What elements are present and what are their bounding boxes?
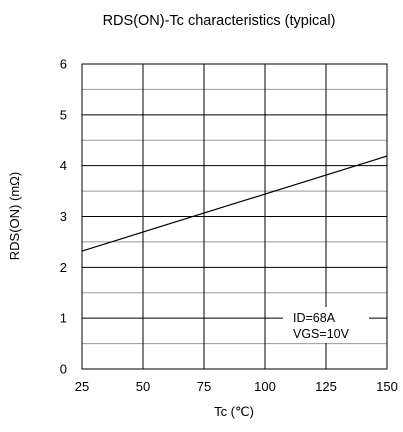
y-tick-label: 6 <box>60 57 67 72</box>
annotation-vgs: VGS=10V <box>293 327 350 341</box>
x-tick-label: 50 <box>136 379 150 394</box>
legend-box: ID=68A VGS=10V <box>283 307 369 343</box>
series-layer <box>81 155 388 252</box>
chart-title: RDS(ON)-Tc characteristics (typical) <box>103 13 336 29</box>
x-axis-label: Tc (℃) <box>214 404 254 419</box>
y-tick-label: 1 <box>60 311 67 326</box>
series-line <box>81 155 388 252</box>
annotation-id: ID=68A <box>293 311 336 325</box>
y-axis-label: RDS(ON) (mΩ) <box>7 172 22 260</box>
x-tick-label: 75 <box>197 379 211 394</box>
y-tick-label: 3 <box>60 209 67 224</box>
x-tick-label: 125 <box>315 379 337 394</box>
plot-frame <box>81 63 388 370</box>
x-tick-label: 25 <box>75 379 89 394</box>
y-tick-labels: 0 1 2 3 4 5 6 <box>60 57 67 377</box>
y-tick-label: 0 <box>60 362 67 377</box>
y-tick-label: 5 <box>60 107 67 122</box>
y-tick-label: 4 <box>60 158 67 173</box>
y-tick-label: 2 <box>60 260 67 275</box>
x-tick-labels: 25 50 75 100 125 150 <box>75 379 398 394</box>
x-tick-label: 150 <box>376 379 398 394</box>
x-tick-label: 100 <box>254 379 276 394</box>
